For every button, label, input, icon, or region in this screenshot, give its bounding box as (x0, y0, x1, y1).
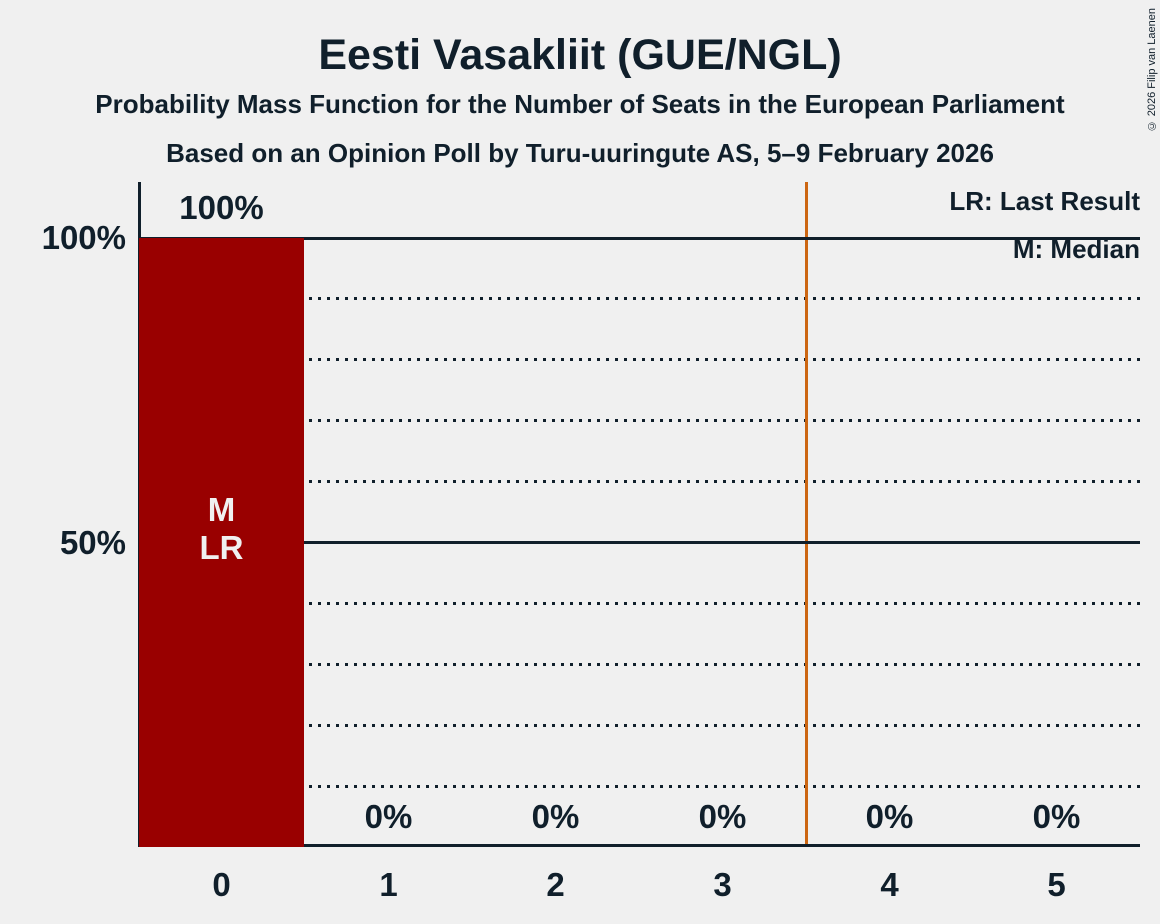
bar-annotation-seats-0: M LR (138, 491, 305, 567)
gridline-dotted-10 (138, 784, 1140, 788)
majority-threshold-line (804, 182, 808, 847)
y-axis-tick-label-50: 50% (59, 523, 126, 561)
chart-title: Eesti Vasakliit (GUE/NGL) (318, 31, 842, 79)
chart-poll-source: Based on an Opinion Poll by Turu-uuringu… (166, 138, 994, 168)
gridline-dotted-90 (138, 297, 1140, 301)
legend-last-result: LR: Last Result (949, 186, 1140, 216)
x-axis-tick-label-0: 0 (212, 866, 231, 903)
x-axis-tick-label-4: 4 (880, 866, 899, 903)
bar-seats-0 (139, 238, 304, 847)
bar-value-label-seats-3: 0% (698, 798, 747, 835)
x-axis-tick-label-1: 1 (379, 866, 398, 903)
x-axis-tick-label-3: 3 (713, 866, 732, 903)
gridline-dotted-80 (138, 358, 1140, 362)
gridline-dotted-40 (138, 601, 1140, 605)
plot-area: 100% 0 0% 1 0% 2 0% 3 0% 4 0% 5 M LR (138, 182, 1140, 903)
copyright-notice: © 2026 Filip van Laenen (1146, 8, 1158, 132)
legend-median: M: Median (1012, 234, 1140, 264)
gridline-dotted-70 (138, 419, 1140, 423)
gridline-dotted-60 (138, 480, 1140, 484)
bar-annotation-line-lr: LR (199, 528, 244, 566)
gridline-dotted-20 (138, 723, 1140, 727)
x-axis-line (138, 844, 1140, 847)
bar-value-label-seats-5: 0% (1032, 798, 1081, 835)
chart-subtitle: Probability Mass Function for the Number… (95, 89, 1065, 119)
bar-value-label-seats-2: 0% (531, 798, 580, 835)
gridline-solid-50 (138, 541, 1140, 544)
y-axis-tick-label-100: 100% (41, 219, 126, 256)
bar-value-label-seats-0: 100% (179, 189, 264, 226)
x-axis-tick-label-2: 2 (546, 866, 565, 903)
gridline-dotted-30 (138, 662, 1140, 666)
bar-annotation-line-m: M (207, 490, 236, 528)
gridline-solid-100 (138, 236, 1140, 240)
bar-value-label-seats-4: 0% (865, 798, 914, 835)
bar-value-label-seats-1: 0% (364, 798, 413, 835)
x-axis-tick-label-5: 5 (1047, 866, 1066, 903)
